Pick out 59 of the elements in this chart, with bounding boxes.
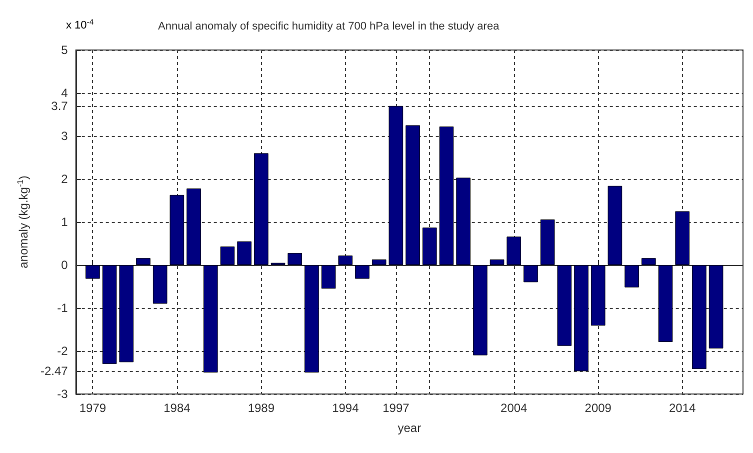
x-tick-label: 1994 <box>332 401 360 415</box>
y-tick-label: 0 <box>61 258 68 272</box>
bar <box>372 259 386 265</box>
bar <box>237 241 252 265</box>
bar <box>422 228 437 265</box>
chart-title: Annual anomaly of specific humidity at 700 hPa level in the study area <box>158 20 500 32</box>
bar <box>641 258 656 265</box>
bar <box>658 265 673 342</box>
y-tick-label: 2 <box>61 172 68 186</box>
bar <box>473 265 488 356</box>
bar <box>624 265 639 288</box>
bar <box>86 265 100 279</box>
bar <box>540 219 555 265</box>
y-tick-label: -1 <box>57 301 68 315</box>
x-tick-label: 1979 <box>79 401 106 415</box>
y-tick-label: 5 <box>61 43 68 57</box>
y-tick-label: -2 <box>57 344 68 358</box>
bar <box>590 265 606 326</box>
bar <box>355 265 370 279</box>
bar <box>490 259 504 265</box>
bar <box>220 246 235 265</box>
bar <box>170 194 184 265</box>
y-axis-title: anomaly (kg.kg-1) <box>15 176 31 268</box>
x-tick-label: 2004 <box>500 401 528 415</box>
bar <box>203 265 218 372</box>
bar <box>388 106 404 265</box>
bar <box>675 211 690 265</box>
bar <box>321 265 336 289</box>
bar <box>439 126 454 265</box>
bar <box>574 265 588 372</box>
x-tick-label: 2009 <box>584 401 612 415</box>
bar <box>119 265 134 362</box>
bar <box>186 188 201 265</box>
bar <box>304 265 319 372</box>
bar <box>288 252 302 265</box>
x-tick-label: 2014 <box>669 401 696 415</box>
y-tick-label: -3 <box>57 387 68 401</box>
bar <box>152 265 168 304</box>
bar <box>136 258 150 265</box>
bar <box>692 265 706 370</box>
y-tick-label: 3.7 <box>51 98 68 113</box>
x-tick-label: 1989 <box>248 401 275 415</box>
bar <box>406 125 420 265</box>
bar <box>338 256 353 265</box>
bar <box>102 265 117 364</box>
y-tick-label: 1 <box>61 215 68 229</box>
x-axis-title: year <box>398 421 422 435</box>
bar <box>608 186 622 265</box>
x-tick-label: 1984 <box>164 401 191 415</box>
bar <box>456 178 470 265</box>
bar <box>708 265 724 348</box>
bar <box>524 265 538 282</box>
bar <box>557 265 572 346</box>
x-tick-label: 1997 <box>382 401 410 415</box>
y-tick-label: -2.47 <box>40 364 68 378</box>
bar <box>254 153 268 265</box>
y-tick-label: 3 <box>61 129 68 143</box>
bar <box>506 236 522 265</box>
y-tick-label: 4 <box>61 86 68 100</box>
